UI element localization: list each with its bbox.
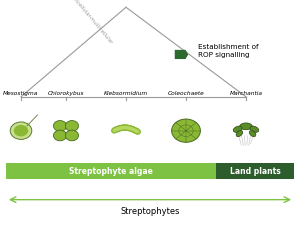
Text: Mesostigma: Mesostigma (3, 91, 39, 96)
Text: Marchantia: Marchantia (230, 91, 262, 96)
Ellipse shape (249, 130, 256, 137)
Text: Establishment of
ROP signalling: Establishment of ROP signalling (198, 44, 259, 58)
Ellipse shape (233, 126, 242, 132)
Circle shape (53, 130, 67, 141)
Bar (216, 163, 294, 179)
Circle shape (172, 119, 200, 142)
Circle shape (14, 125, 28, 136)
Text: Chlorokybus: Chlorokybus (48, 91, 84, 96)
Circle shape (10, 122, 32, 139)
Text: Streptophyte algae: Streptophyte algae (69, 167, 153, 176)
Text: unicellular-multicellular: unicellular-multicellular (70, 0, 113, 45)
Circle shape (65, 130, 79, 141)
Bar (6, 163, 216, 179)
Text: Streptophytes: Streptophytes (120, 207, 180, 216)
Ellipse shape (240, 123, 252, 130)
Text: Land plants: Land plants (230, 167, 280, 176)
Text: Coleochaete: Coleochaete (168, 91, 204, 96)
Ellipse shape (250, 126, 259, 132)
Circle shape (53, 121, 67, 131)
Polygon shape (175, 50, 188, 59)
Ellipse shape (236, 130, 243, 137)
Text: Klebsormidium: Klebsormidium (104, 91, 148, 96)
Circle shape (65, 121, 79, 131)
